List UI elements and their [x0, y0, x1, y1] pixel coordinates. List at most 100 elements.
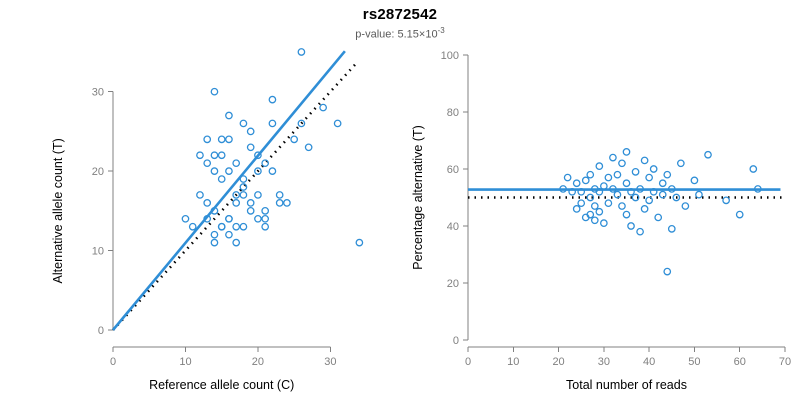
y-axis-tick-label: 100: [441, 50, 459, 62]
scatter-point: [649, 165, 658, 173]
scatter-point: [704, 150, 712, 159]
scatter-point: [695, 190, 703, 199]
scatter-point: [203, 199, 212, 207]
scatter-point: [239, 175, 248, 183]
scatter-point: [275, 191, 284, 199]
scatter-point: [333, 119, 342, 128]
scatter-point: [672, 193, 681, 202]
scatter-point: [604, 199, 613, 208]
scatter-point: [239, 183, 248, 191]
scatter-point: [196, 191, 204, 199]
scatter-point: [586, 170, 595, 179]
scatter-point: [355, 238, 364, 247]
right-plot-svg: 0 20 40 60 80 100 Percentage alternative (T) 0 1…: [411, 50, 791, 392]
y-axis: 0 20 40 60 80 100 Percentage alternative (T): [411, 50, 469, 347]
y-axis-tick-label: 30: [92, 87, 104, 99]
scatter-point: [261, 214, 270, 223]
x-axis-tick-label: 10: [179, 356, 191, 368]
scatter-point: [663, 267, 672, 276]
scatter-point: [254, 167, 262, 175]
x-axis-tick-label: 20: [552, 356, 564, 368]
scatter-point: [645, 173, 653, 182]
scatter-point: [577, 199, 586, 208]
scatter-point: [225, 111, 233, 120]
scatter-point: [604, 173, 613, 182]
scatter-point: [749, 165, 758, 173]
scatter-point: [572, 205, 581, 213]
scatter-point: [563, 173, 572, 182]
scatter-point: [275, 199, 284, 207]
y-axis-tick-label: 0: [98, 325, 104, 337]
scatter-point: [600, 219, 608, 227]
scatter-point: [203, 159, 212, 168]
scatter-point: [572, 179, 581, 188]
scatter-point: [581, 176, 590, 185]
scatter-point: [217, 175, 226, 183]
scatter-point: [618, 159, 626, 168]
scatter-point: [622, 210, 631, 219]
scatter-point: [232, 238, 241, 247]
scatter-point: [210, 230, 219, 239]
scatter-point: [595, 162, 604, 170]
scatter-point: [631, 168, 640, 176]
y-axis-tick-label: 20: [447, 278, 459, 290]
scatter-point: [586, 210, 595, 219]
scatter-point: [225, 214, 233, 223]
scatter-point: [690, 176, 699, 185]
scatter-point: [595, 207, 604, 216]
y-axis-tick-label: 20: [92, 166, 104, 178]
scatter-point: [268, 167, 277, 175]
scatter-point: [627, 222, 635, 230]
y-axis-tick-label: 10: [92, 246, 104, 258]
scatter-point: [636, 227, 644, 236]
scatter-point: [261, 159, 270, 168]
scatter-point: [676, 159, 685, 168]
scatter-point: [319, 103, 327, 112]
scatter-point: [188, 222, 197, 231]
reference-line: [112, 63, 357, 331]
figure-title: rs2872542: [362, 6, 438, 23]
scatter-point: [210, 87, 219, 96]
scatter-point: [654, 213, 663, 222]
scatter-point: [640, 156, 649, 165]
x-axis-tick-label: 20: [252, 356, 264, 368]
y-axis-title: Percentage alternative (T): [411, 125, 425, 270]
scatter-point: [232, 159, 241, 168]
scatter-point: [217, 135, 226, 144]
x-axis-tick-label: 50: [688, 356, 700, 368]
scatter-point: [681, 202, 690, 210]
scatter-point: [268, 95, 277, 104]
scatter-point: [618, 202, 626, 210]
y-axis-tick-label: 40: [447, 221, 459, 233]
scatter-point: [254, 191, 262, 199]
scatter-point: [232, 199, 241, 207]
scatter-point: [658, 179, 667, 188]
scatter-point: [203, 135, 212, 144]
scatter-point: [609, 153, 617, 162]
x-axis-tick-label: 0: [110, 356, 116, 368]
scatter-point: [735, 210, 744, 219]
scatter-point: [239, 222, 248, 231]
figure-subtitle-prefix: p-value: 5.15×10: [355, 28, 438, 41]
scatter-point: [254, 214, 262, 223]
y-axis-tick-label: 0: [453, 335, 459, 347]
scatter-point: [613, 190, 622, 199]
scatter-point: [239, 119, 248, 128]
data-points: [181, 48, 364, 247]
scatter-point: [210, 238, 219, 247]
scatter-point: [304, 143, 313, 152]
figure-subtitle: p-value: 5.15×10-3: [0, 26, 800, 41]
x-axis: 0 10 20 30 40 50 60 70 Total number of reads: [465, 346, 791, 392]
x-axis-title: Reference allele count (C): [149, 378, 294, 392]
scatter-point: [246, 207, 255, 215]
scatter-point: [246, 199, 255, 207]
scatter-point: [586, 193, 595, 202]
scatter-point: [232, 191, 241, 199]
scatter-point: [210, 167, 219, 175]
scatter-point: [613, 170, 622, 179]
x-axis-tick-label: 60: [734, 356, 746, 368]
data-points: [559, 148, 762, 276]
scatter-point: [225, 167, 233, 175]
scatter-point: [181, 214, 190, 223]
scatter-point: [590, 216, 599, 225]
